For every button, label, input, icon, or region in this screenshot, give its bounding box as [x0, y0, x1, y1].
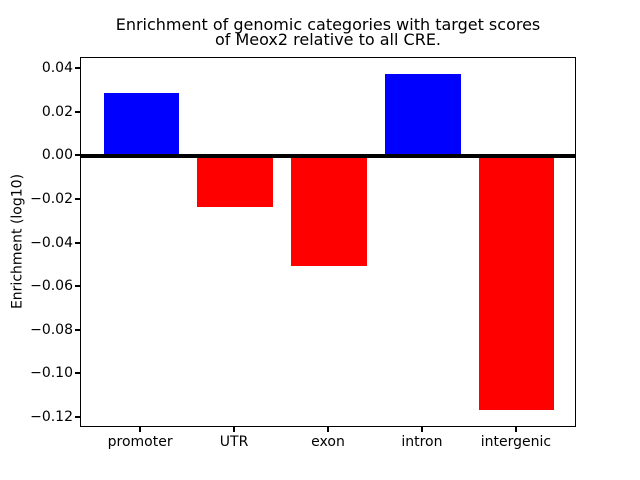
y-tick-mark — [75, 328, 80, 331]
y-tick-mark — [75, 372, 80, 375]
y-tick-mark — [75, 67, 80, 70]
bar-promoter — [103, 92, 179, 157]
bar-exon — [291, 156, 367, 266]
x-tick-label-intergenic: intergenic — [480, 434, 552, 450]
y-tick-label: 0.00 — [41, 147, 73, 164]
x-tick-mark — [514, 427, 517, 432]
chart-title: Enrichment of genomic categories with ta… — [115, 15, 541, 49]
x-tick-label-intron: intron — [401, 434, 443, 450]
y-tick-label: −0.02 — [30, 190, 73, 207]
y-tick-label: −0.04 — [30, 234, 73, 251]
y-tick-label: 0.04 — [41, 60, 73, 77]
y-tick-mark — [75, 154, 80, 157]
x-tick-label-UTR: UTR — [219, 434, 249, 450]
bar-intron — [385, 74, 461, 157]
x-tick-label-exon: exon — [311, 434, 345, 450]
y-tick-label: −0.10 — [30, 365, 73, 382]
y-tick-mark — [75, 415, 80, 418]
y-tick-label: −0.06 — [30, 278, 73, 295]
y-tick-mark — [75, 197, 80, 200]
y-tick-mark — [75, 110, 80, 113]
x-tick-mark — [327, 427, 329, 432]
plot-area — [80, 57, 576, 427]
zero-line — [81, 154, 575, 159]
y-tick-mark — [75, 285, 80, 288]
x-tick-label-promoter: promoter — [107, 434, 173, 450]
y-tick-label: −0.12 — [30, 408, 73, 425]
y-tick-label: −0.08 — [30, 321, 73, 338]
x-tick-mark — [139, 427, 142, 432]
x-tick-mark — [420, 427, 423, 432]
bar-intergenic — [479, 156, 555, 411]
y-tick-label: 0.02 — [41, 103, 73, 120]
y-tick-mark — [75, 241, 80, 244]
bar-UTR — [197, 156, 273, 207]
x-tick-mark — [233, 427, 236, 432]
